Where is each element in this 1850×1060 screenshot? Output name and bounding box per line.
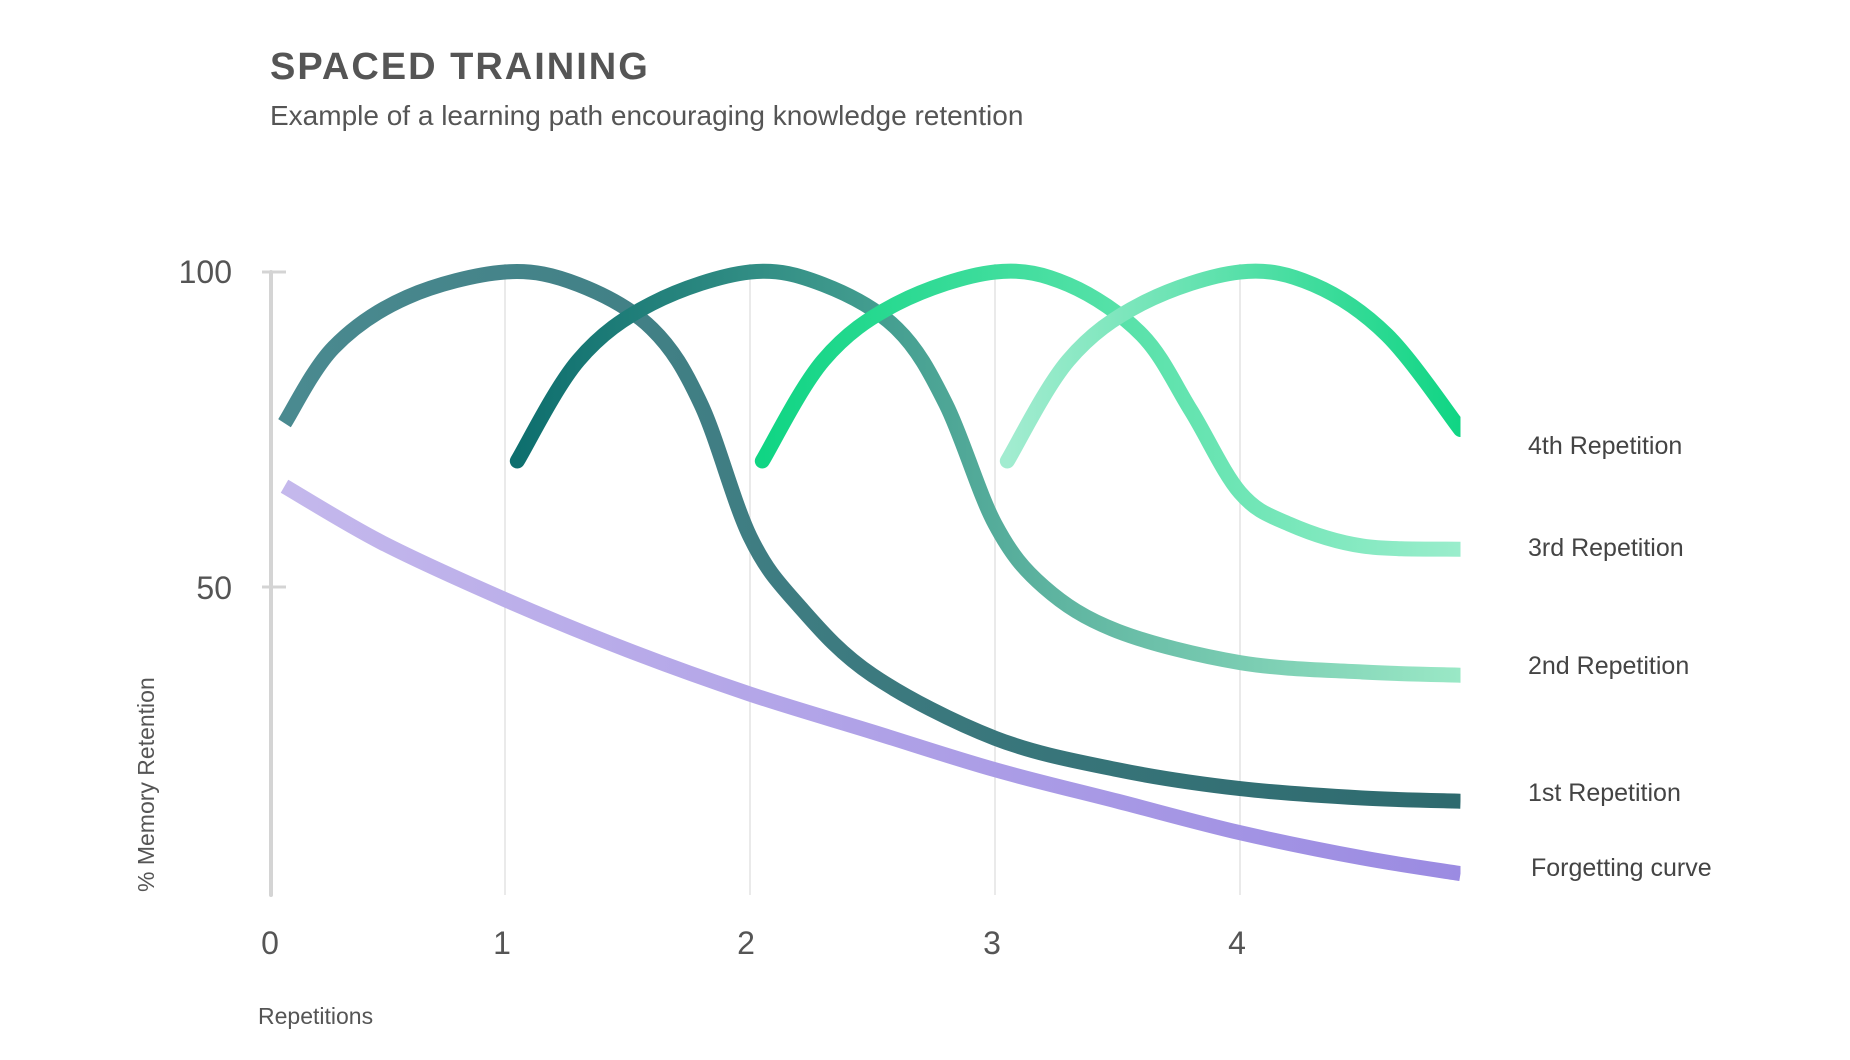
y-tick-label-50: 50: [196, 570, 232, 606]
series-lines: [278, 263, 1461, 882]
x-tick-label-4: 4: [1228, 925, 1246, 961]
series-label-forgetting-curve: Forgetting curve: [1531, 854, 1712, 882]
series-label-1st-repetition: 1st Repetition: [1528, 779, 1681, 807]
series-labels: Forgetting curve 1st Repetition 2nd Repeti…: [1528, 432, 1712, 882]
series-label-3rd-repetition: 3rd Repetition: [1528, 534, 1684, 562]
x-tick-label-3: 3: [983, 925, 1001, 961]
axes: 100 50 0 1 2 3 4 Repetitions % Memory Re…: [133, 254, 1246, 1029]
series-line-2nd-repetition: [509, 263, 1461, 683]
series-line-1st-repetition: [278, 264, 1461, 809]
x-tick-label-1: 1: [493, 925, 511, 961]
series-line-4th-repetition: [999, 263, 1461, 469]
series-label-2nd-repetition: 2nd Repetition: [1528, 652, 1689, 680]
chart-title: SPACED TRAINING: [270, 46, 650, 88]
series-label-4th-repetition: 4th Repetition: [1528, 432, 1682, 460]
chart-subtitle: Example of a learning path encouraging k…: [270, 100, 1024, 131]
y-tick-label-100: 100: [179, 254, 232, 290]
x-axis-label: Repetitions: [258, 1003, 373, 1029]
x-tick-label-0: 0: [261, 925, 279, 961]
y-axis-label: % Memory Retention: [133, 677, 159, 892]
series-line-3rd-repetition: [754, 263, 1461, 557]
x-tick-label-2: 2: [737, 925, 755, 961]
series-line-forgetting-curve: [280, 479, 1461, 882]
